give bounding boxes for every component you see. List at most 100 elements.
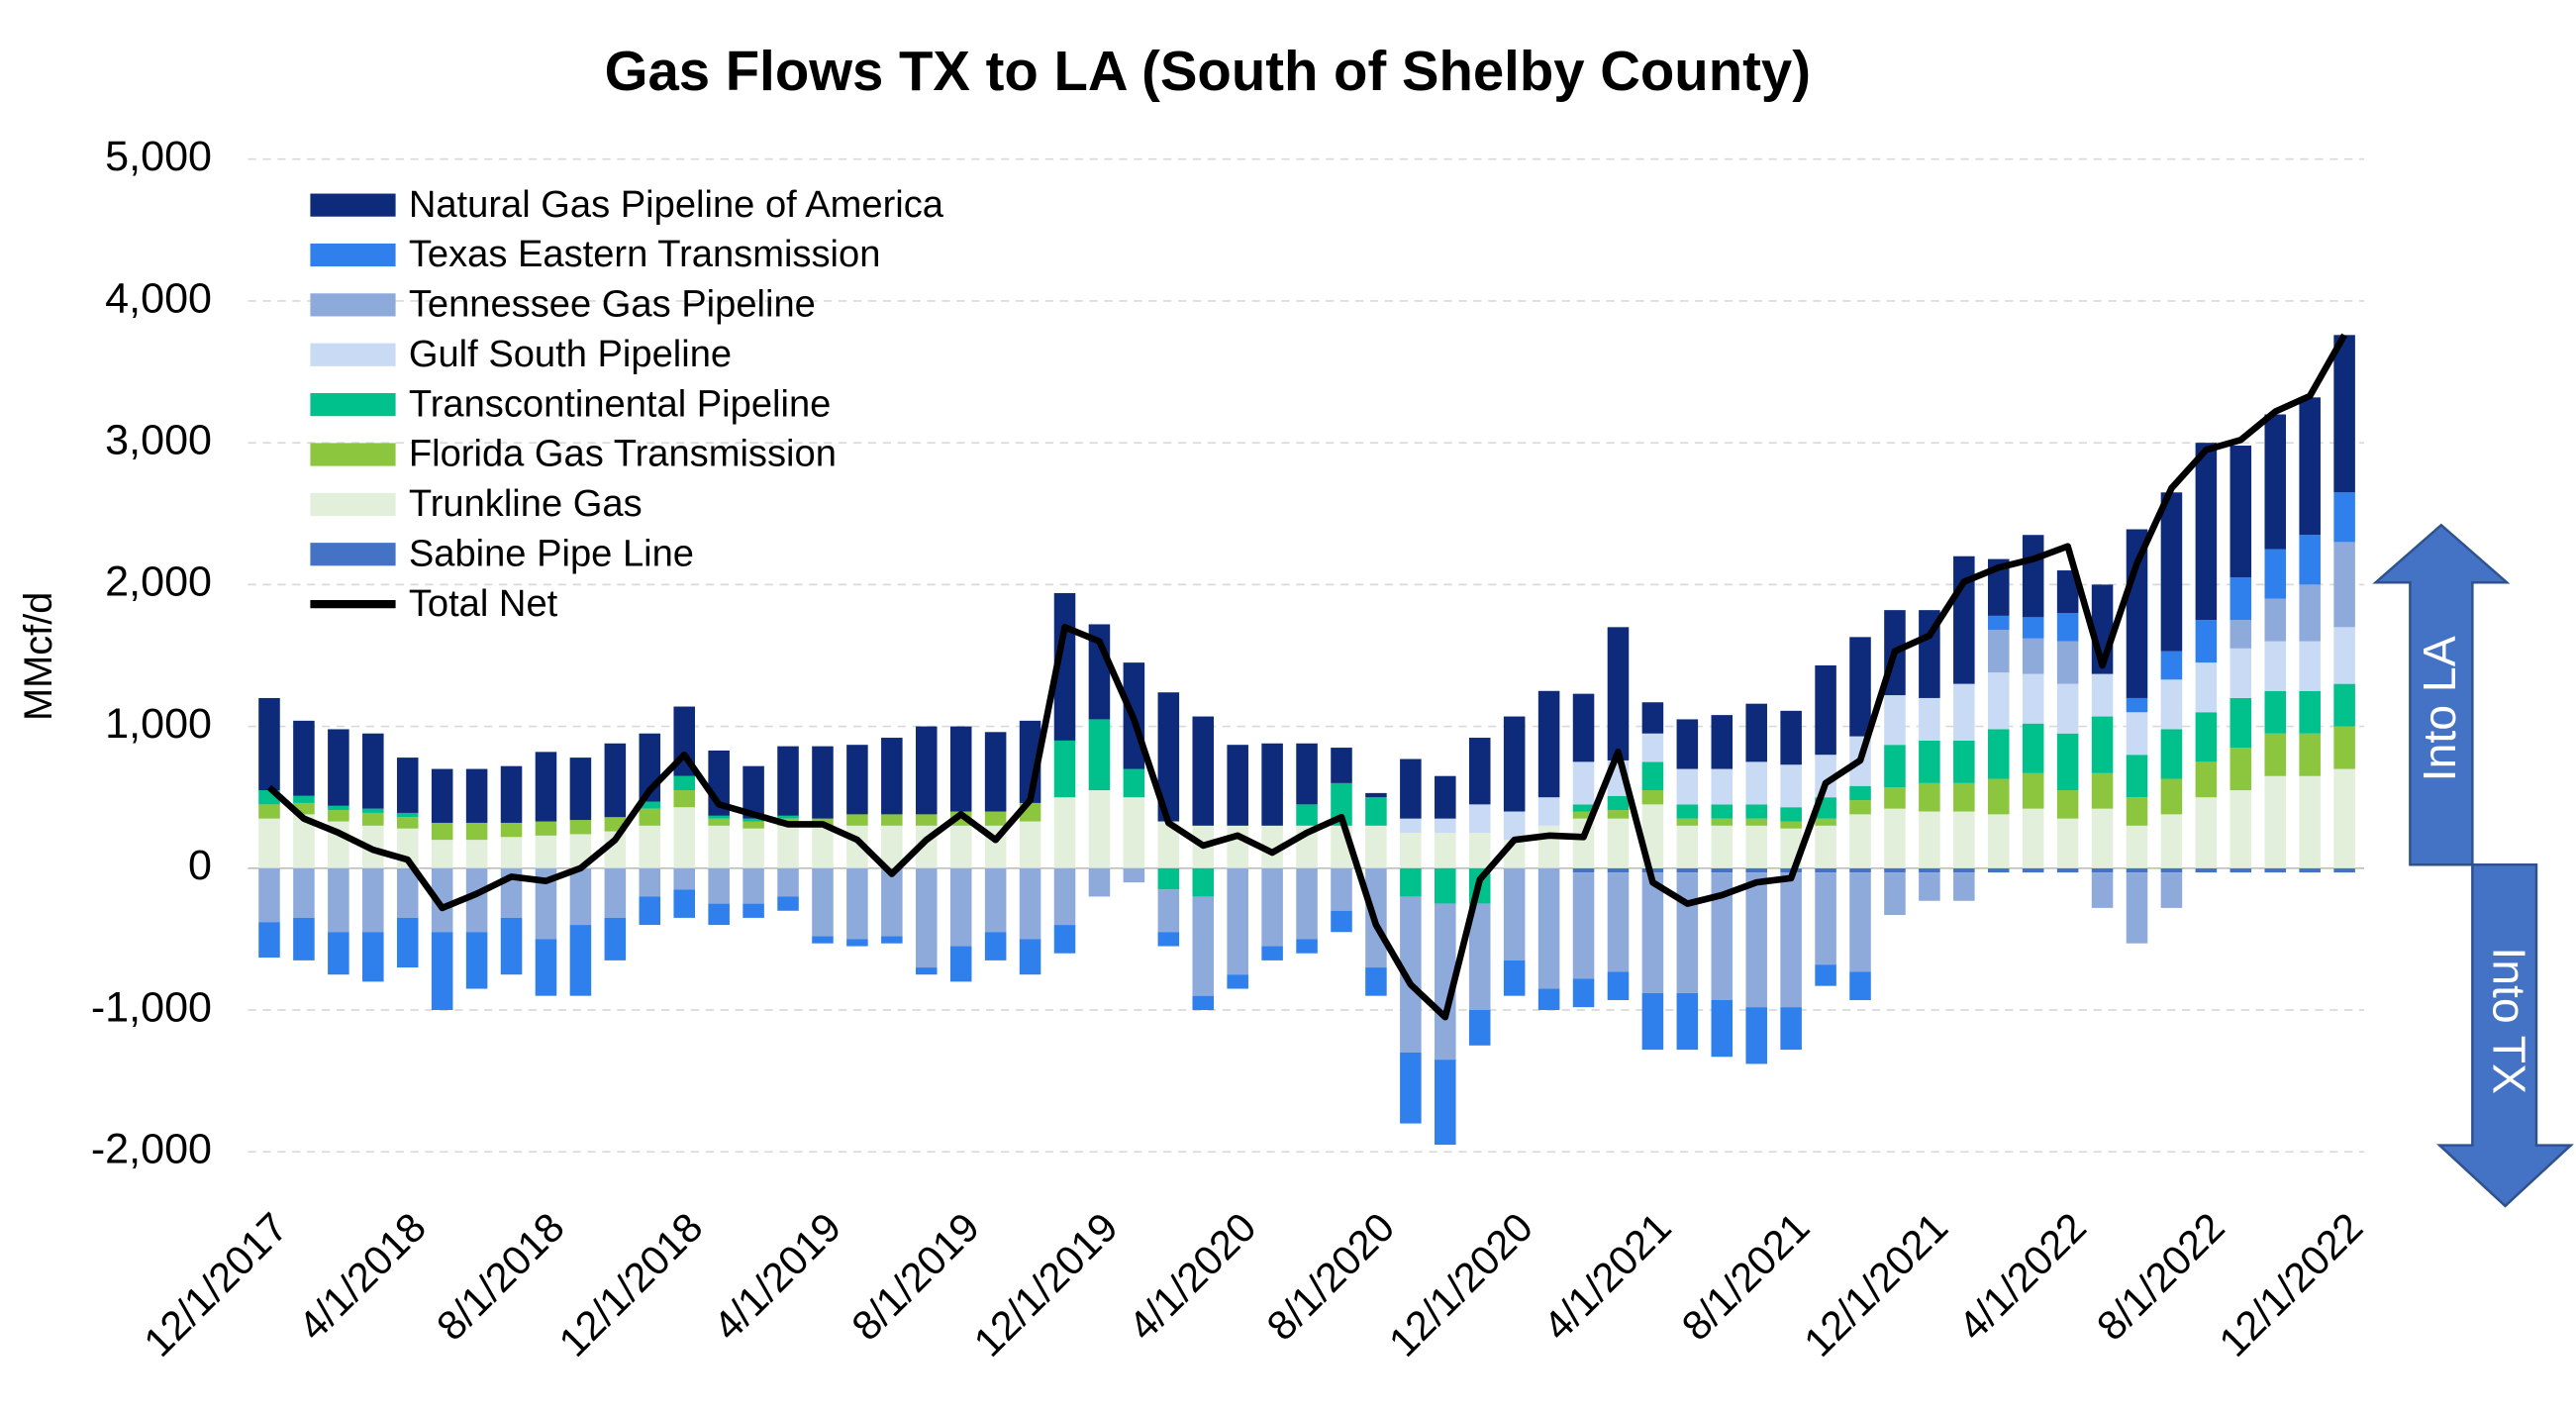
bar-segment bbox=[1572, 811, 1595, 819]
legend-label: Natural Gas Pipeline of America bbox=[409, 184, 944, 226]
bar-segment bbox=[1053, 797, 1076, 868]
bar-segment bbox=[743, 818, 764, 822]
bar-segment bbox=[2333, 768, 2355, 868]
bar-segment bbox=[1331, 782, 1352, 826]
bar-segment bbox=[1435, 775, 1456, 819]
bar-segment bbox=[258, 818, 280, 868]
bar-segment bbox=[1227, 825, 1248, 868]
chart-title: Gas Flows TX to LA (South of Shelby Coun… bbox=[605, 40, 1811, 102]
bar-segment bbox=[1296, 743, 1318, 805]
bar-segment bbox=[569, 925, 592, 996]
bar-segment bbox=[2264, 867, 2287, 873]
bar-segment bbox=[1676, 867, 1699, 873]
bar-segment bbox=[362, 733, 384, 809]
bar-segment bbox=[673, 775, 695, 791]
bar-segment bbox=[1123, 768, 1145, 798]
bar-segment bbox=[812, 936, 834, 944]
bar-segment bbox=[2299, 397, 2321, 536]
bar-segment bbox=[2229, 446, 2252, 578]
bar-segment bbox=[1365, 792, 1387, 798]
x-tick-label: 4/1/2020 bbox=[1120, 1204, 1265, 1350]
bar-segment bbox=[258, 867, 280, 923]
bar-segment bbox=[1157, 692, 1180, 822]
into-la-arrow: Into LA bbox=[2372, 523, 2511, 866]
bar-segment bbox=[1780, 821, 1802, 829]
bar-segment bbox=[2022, 617, 2044, 639]
bar-segment bbox=[500, 822, 523, 838]
bar-segment bbox=[1780, 764, 1802, 808]
bar-segment bbox=[293, 802, 315, 815]
bar-segment bbox=[777, 825, 799, 868]
bar-segment bbox=[846, 867, 868, 940]
bar-segment bbox=[1711, 867, 1734, 873]
bar-segment bbox=[2091, 772, 2114, 809]
legend-swatch bbox=[310, 492, 396, 516]
bar-segment bbox=[1537, 867, 1560, 989]
bar-segment bbox=[2091, 808, 2114, 868]
bar-segment bbox=[1815, 872, 1836, 965]
bar-segment bbox=[396, 812, 419, 818]
bar-segment bbox=[1296, 867, 1318, 940]
bar-segment bbox=[812, 825, 834, 868]
bar-segment bbox=[1953, 872, 1975, 901]
bar-segment bbox=[1468, 738, 1491, 805]
bar-segment bbox=[1780, 872, 1802, 1008]
legend: Natural Gas Pipeline of America Texas Eas… bbox=[310, 184, 944, 625]
bar-segment bbox=[2229, 577, 2252, 621]
bar-segment bbox=[812, 867, 834, 937]
bar-segment bbox=[1884, 745, 1906, 788]
into-tx-arrow: Into TX bbox=[2436, 863, 2574, 1208]
bar-segment bbox=[1987, 615, 2010, 631]
bar-segment bbox=[500, 837, 523, 868]
bar-segment bbox=[673, 790, 695, 808]
bar-segment bbox=[2299, 867, 2321, 873]
bar-segment bbox=[1987, 672, 2010, 730]
x-tick-label: 8/1/2020 bbox=[1258, 1204, 1404, 1350]
bar-segment bbox=[569, 758, 592, 821]
bar-segment bbox=[258, 804, 280, 819]
y-tick-label: 5,000 bbox=[105, 133, 212, 180]
bar-segment bbox=[1676, 992, 1699, 1051]
bar-segment bbox=[881, 936, 903, 944]
bar-segment bbox=[984, 867, 1007, 933]
bar-segment bbox=[2229, 790, 2252, 868]
bar-segment bbox=[1676, 872, 1699, 993]
bar-segment bbox=[293, 917, 315, 961]
bar-segment bbox=[1815, 755, 1836, 798]
legend-label: Transcontinental Pipeline bbox=[409, 383, 832, 425]
bar-segment bbox=[465, 867, 488, 933]
bar-segment bbox=[362, 867, 384, 933]
bar-segment bbox=[2229, 697, 2252, 749]
x-tick-label: 12/1/2021 bbox=[1795, 1204, 1956, 1365]
bar-segment bbox=[1676, 825, 1699, 868]
legend-swatch bbox=[310, 543, 396, 566]
bar-segment bbox=[1435, 818, 1456, 833]
x-tick-label: 4/1/2021 bbox=[1535, 1204, 1680, 1350]
legend-label: Texas Eastern Transmission bbox=[409, 234, 881, 275]
bar-segment bbox=[1987, 814, 2010, 868]
bar-segment bbox=[949, 825, 972, 868]
bar-segment bbox=[2022, 867, 2044, 873]
bar-segment bbox=[2195, 443, 2218, 621]
bar-segment bbox=[604, 743, 627, 818]
bar-segment bbox=[2160, 872, 2183, 908]
bar-segment bbox=[1607, 872, 1630, 972]
bar-segment bbox=[535, 821, 557, 836]
bar-segment bbox=[2195, 662, 2218, 713]
bar-segment bbox=[2160, 814, 2183, 868]
bar-segment bbox=[915, 967, 938, 975]
bar-segment bbox=[639, 808, 661, 826]
bar-segment bbox=[639, 867, 661, 897]
bar-segment bbox=[639, 896, 661, 926]
bar-segment bbox=[2264, 414, 2287, 550]
bar-segment bbox=[2195, 867, 2218, 873]
bar-segment bbox=[1815, 818, 1836, 826]
bar-segment bbox=[2160, 778, 2183, 815]
bar-segment bbox=[812, 746, 834, 819]
bar-segment bbox=[743, 828, 764, 868]
bar-segment bbox=[1365, 797, 1387, 826]
bar-segment bbox=[1884, 695, 1906, 746]
bar-segment bbox=[1745, 703, 1767, 762]
bar-segment bbox=[1192, 995, 1215, 1011]
bar-segment bbox=[2126, 867, 2148, 873]
